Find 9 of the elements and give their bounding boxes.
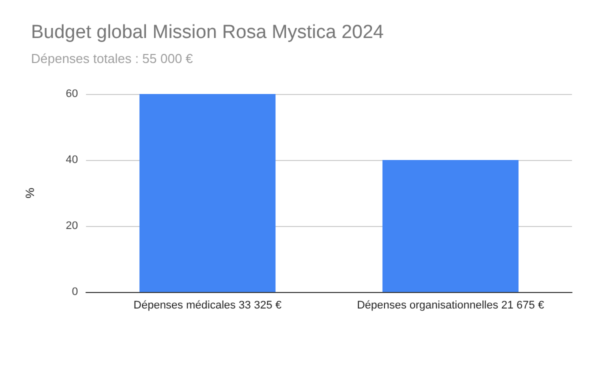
x-tick-label: Dépenses médicales 33 325 € (134, 300, 282, 312)
y-axis-title: % (23, 187, 37, 198)
y-tick-label: 20 (66, 220, 78, 232)
chart-title: Budget global Mission Rosa Mystica 2024 (31, 22, 384, 43)
y-tick-label: 40 (66, 154, 78, 166)
y-tick-label: 60 (66, 88, 78, 100)
x-tick-label: Dépenses organisationnelles 21 675 € (356, 300, 544, 312)
chart-subtitle: Dépenses totales : 55 000 € (31, 51, 194, 66)
y-tick-label: 0 (72, 286, 78, 298)
